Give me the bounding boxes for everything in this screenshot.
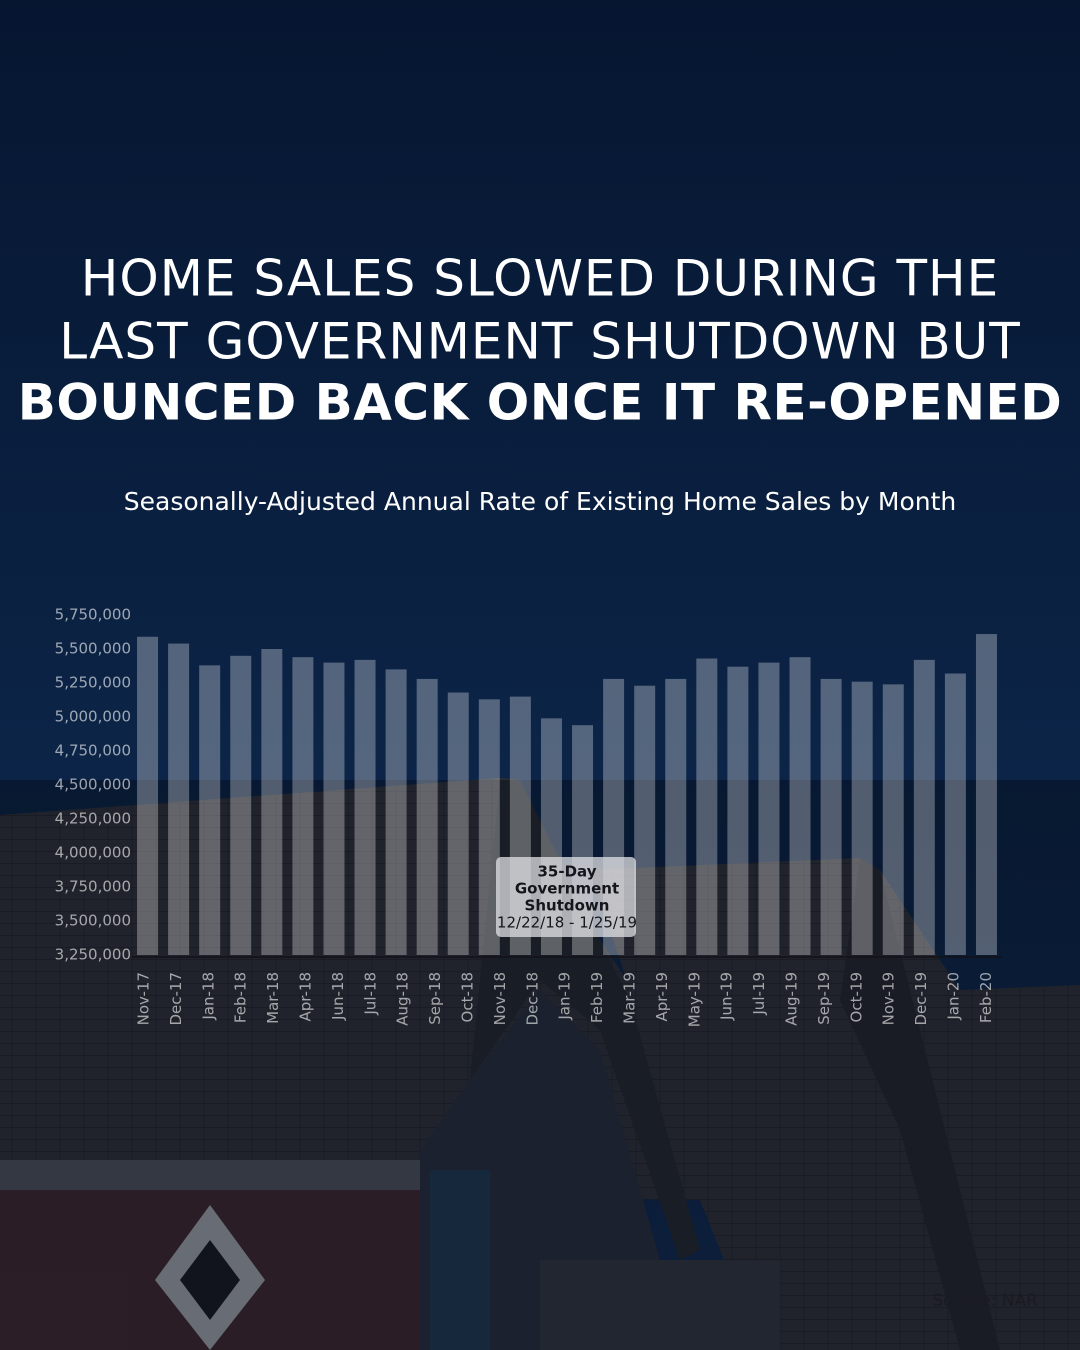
y-tick-label: 3,250,000 [55, 946, 131, 964]
y-tick-label: 3,750,000 [55, 878, 131, 896]
x-tick-label: Sep-19 [815, 972, 833, 1025]
x-tick-label: Apr-19 [653, 972, 671, 1022]
bar [478, 699, 500, 955]
annotation-line: 35-Day [538, 863, 597, 881]
bar [447, 692, 469, 955]
bar [758, 662, 780, 955]
bar [975, 634, 997, 955]
house-photo [0, 778, 1080, 1350]
bar [882, 684, 904, 955]
x-tick-label: Jun-19 [718, 972, 736, 1021]
x-tick-label: May-19 [685, 972, 703, 1027]
x-tick-label: Aug-19 [783, 972, 801, 1026]
x-tick-label: Nov-18 [491, 972, 509, 1025]
bar [944, 673, 966, 955]
y-tick-label: 5,500,000 [55, 640, 131, 658]
bar [199, 665, 221, 955]
x-tick-label: Nov-17 [135, 972, 153, 1025]
annotation-line: Government [515, 880, 619, 898]
annotation-line: Shutdown [525, 897, 610, 915]
bar [385, 669, 407, 955]
annotation-line: 12/22/18 - 1/25/19 [497, 914, 637, 932]
y-tick-label: 4,000,000 [55, 844, 131, 862]
bar [230, 655, 252, 955]
subtitle: Seasonally-Adjusted Annual Rate of Exist… [124, 487, 956, 516]
x-tick-label: Dec-19 [912, 972, 930, 1026]
x-tick-label: Mar-19 [621, 972, 639, 1024]
x-tick-label: Feb-20 [977, 972, 995, 1023]
x-tick-label: Jan-18 [199, 972, 217, 1021]
x-tick-label: Jan-20 [945, 972, 963, 1021]
x-tick-label: Sep-18 [426, 972, 444, 1025]
title-line: HOME SALES SLOWED DURING THE [81, 250, 999, 308]
x-tick-label: Feb-19 [588, 972, 606, 1023]
bar [789, 657, 811, 955]
x-tick-label: Dec-17 [167, 972, 185, 1026]
y-tick-label: 4,750,000 [55, 742, 131, 760]
x-tick-label: Jan-19 [556, 972, 574, 1021]
title-line: LAST GOVERNMENT SHUTDOWN BUT [59, 313, 1021, 371]
x-tick-label: Aug-18 [394, 972, 412, 1026]
bar [168, 643, 190, 955]
bar [820, 678, 842, 955]
bar [292, 657, 314, 955]
x-tick-label: Jun-18 [329, 972, 347, 1021]
bar [634, 685, 656, 955]
annotation-box [496, 857, 636, 937]
bar [416, 678, 438, 955]
bar [261, 649, 283, 955]
y-tick-label: 3,500,000 [55, 912, 131, 930]
bar [665, 678, 687, 955]
bar [354, 659, 376, 955]
y-tick-label: 5,000,000 [55, 708, 131, 726]
bar [323, 662, 345, 955]
title-line: BOUNCED BACK ONCE IT RE-OPENED [18, 374, 1062, 432]
y-tick-label: 4,500,000 [55, 776, 131, 794]
source: Source: NAR [932, 1291, 1038, 1311]
bar [851, 681, 873, 955]
y-tick-label: 5,750,000 [55, 606, 131, 624]
x-tick-label: Jul-18 [361, 972, 379, 1016]
bar [727, 666, 749, 955]
x-tick-label: Oct-19 [847, 972, 865, 1022]
bar [913, 659, 935, 955]
x-tick-label: Apr-18 [297, 972, 315, 1022]
x-tick-label: Feb-18 [232, 972, 250, 1023]
y-tick-label: 5,250,000 [55, 674, 131, 692]
x-tick-label: Oct-18 [459, 972, 477, 1022]
bar [137, 636, 159, 955]
y-tick-label: 4,250,000 [55, 810, 131, 828]
x-tick-label: Dec-18 [523, 972, 541, 1026]
bar [696, 658, 718, 955]
x-tick-label: Nov-19 [880, 972, 898, 1025]
x-tick-label: Mar-18 [264, 972, 282, 1024]
x-tick-label: Jul-19 [750, 972, 768, 1016]
